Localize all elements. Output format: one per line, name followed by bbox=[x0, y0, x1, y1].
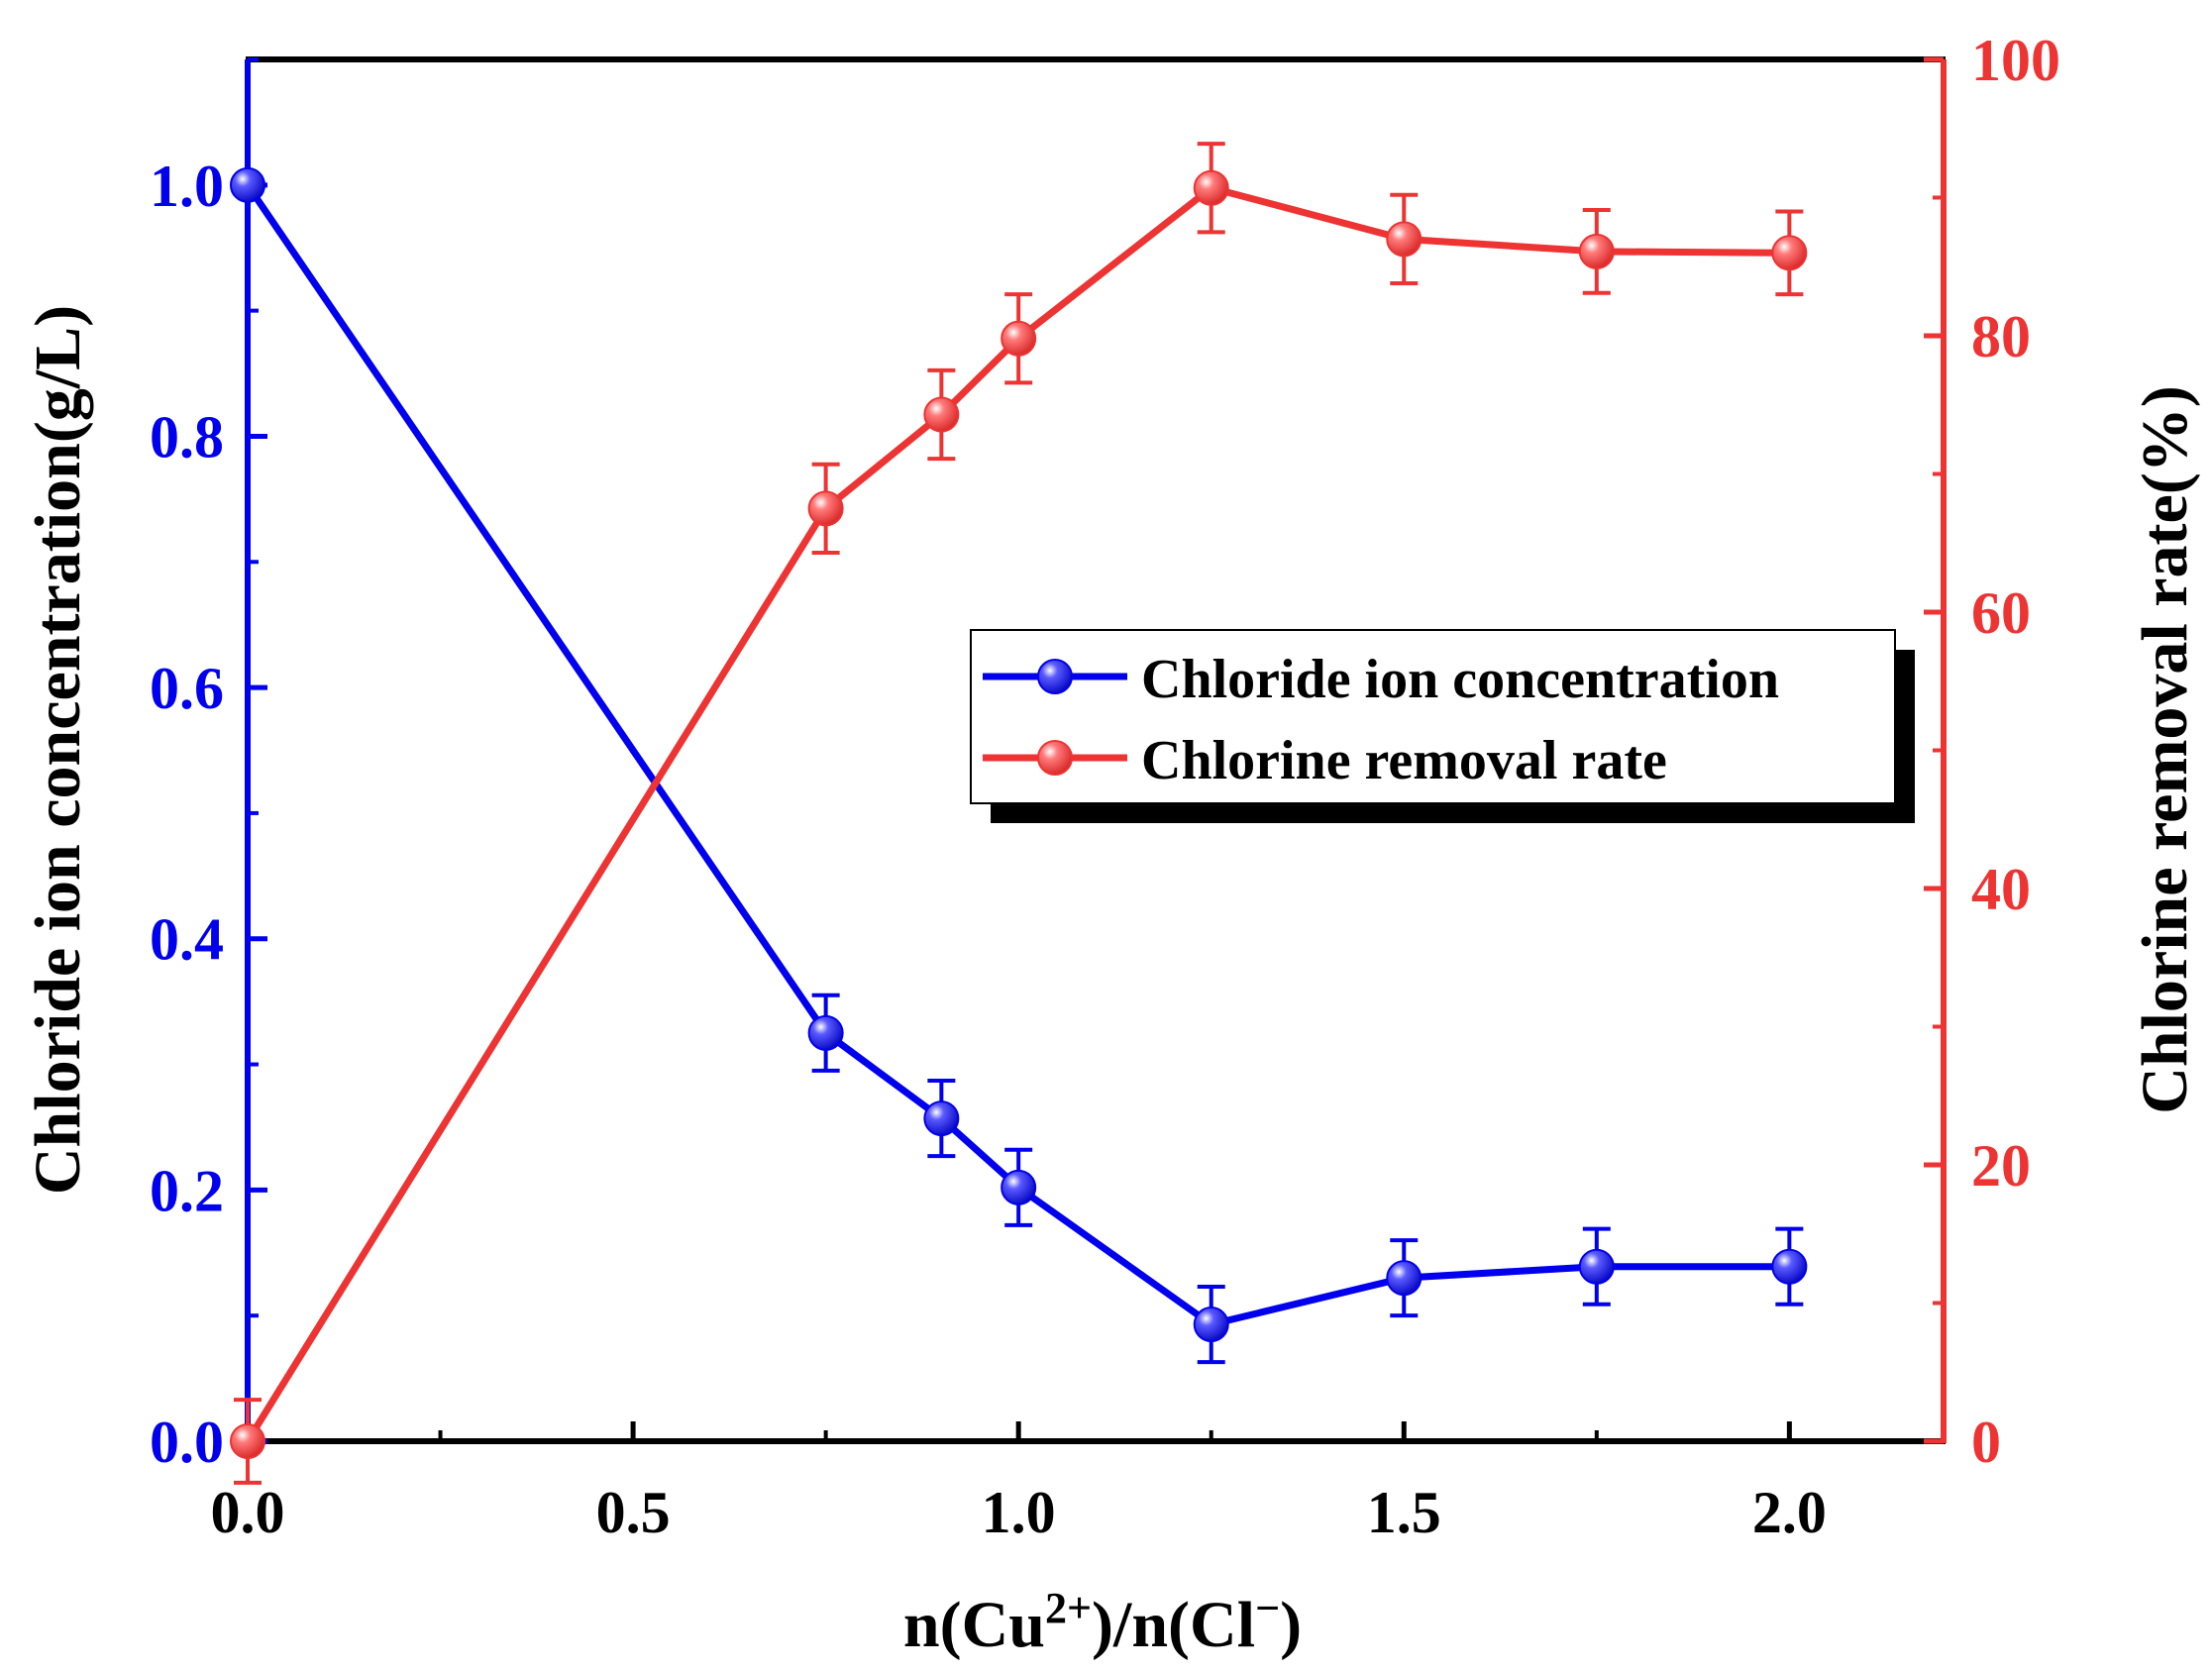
data-point-removal bbox=[923, 396, 960, 433]
data-point-removal bbox=[1193, 169, 1229, 206]
data-point-chloride bbox=[807, 1014, 844, 1051]
left-y-tick-label: 0.0 bbox=[150, 1410, 224, 1475]
data-point-removal bbox=[807, 490, 844, 527]
tick-labels: 0.0 0.5 1.0 1.5 2.0 0.0 0.2 0.4 0.6 0.8 1.0 0 20 40 60… bbox=[150, 28, 2060, 1545]
x-tick-label: 0.5 bbox=[596, 1480, 671, 1545]
series-line-chloride bbox=[245, 182, 1790, 1328]
right-y-axis-title: Chlorine removal rate(%) bbox=[2129, 385, 2201, 1114]
data-point-chloride bbox=[1001, 1169, 1037, 1205]
legend-marker-removal bbox=[1037, 740, 1073, 776]
data-point-removal bbox=[1001, 320, 1037, 357]
legend: Chloride ion concentration Chlorine remo… bbox=[970, 629, 1915, 823]
data-point-removal bbox=[1386, 221, 1422, 258]
svg-text:n(Cu2+)/n(Cl−): n(Cu2+)/n(Cl−) bbox=[903, 1584, 1302, 1662]
data-point-chloride bbox=[230, 166, 265, 203]
data-point-chloride bbox=[1386, 1260, 1422, 1297]
left-y-tick-label: 0.8 bbox=[150, 404, 224, 470]
series-line-removal bbox=[245, 184, 1790, 1443]
data-point-removal bbox=[230, 1423, 265, 1459]
right-y-tick-label: 100 bbox=[1971, 28, 2060, 93]
x-axis-title: n(Cu2+)/n(Cl−) bbox=[903, 1584, 1302, 1662]
data-point-chloride bbox=[1771, 1248, 1808, 1285]
x-tick-label: 2.0 bbox=[1752, 1480, 1827, 1545]
data-point-chloride bbox=[923, 1100, 960, 1137]
x-tick-label: 1.0 bbox=[982, 1480, 1056, 1545]
x-axis-title-sup-a: 2+ bbox=[1045, 1584, 1092, 1632]
data-point-removal bbox=[1578, 233, 1615, 269]
data-point-chloride bbox=[1193, 1307, 1229, 1343]
x-axis-title-part-c: ) bbox=[1280, 1589, 1302, 1661]
right-y-tick-label: 60 bbox=[1971, 580, 2031, 646]
right-y-tick-label: 20 bbox=[1971, 1133, 2031, 1199]
left-y-tick-label: 1.0 bbox=[150, 154, 224, 219]
plot-frame bbox=[245, 56, 1947, 1444]
left-y-axis-title: Chloride ion concentration(g/L) bbox=[22, 305, 94, 1195]
x-axis-title-part-b: )/n(Cl bbox=[1092, 1589, 1255, 1661]
left-y-tick-label: 0.4 bbox=[150, 907, 224, 973]
x-axis-title-part-a: n(Cu bbox=[903, 1589, 1045, 1661]
x-axis-title-sup-b: − bbox=[1255, 1584, 1280, 1632]
legend-marker-chloride bbox=[1037, 659, 1073, 694]
legend-label-chloride: Chloride ion concentration bbox=[1141, 649, 1779, 710]
x-tick-label: 0.0 bbox=[211, 1480, 285, 1545]
right-y-tick-label: 0 bbox=[1971, 1410, 2001, 1475]
data-point-removal bbox=[1771, 235, 1808, 271]
data-point-chloride bbox=[1578, 1248, 1615, 1285]
left-y-tick-label: 0.2 bbox=[150, 1158, 224, 1223]
legend-box bbox=[970, 629, 1896, 804]
right-y-tick-label: 40 bbox=[1971, 857, 2031, 922]
left-y-tick-label: 0.6 bbox=[150, 656, 224, 721]
series-layer bbox=[230, 142, 1808, 1485]
right-y-tick-label: 80 bbox=[1971, 304, 2031, 369]
legend-label-removal: Chlorine removal rate bbox=[1141, 730, 1667, 791]
legend-markers bbox=[983, 659, 1127, 776]
x-tick-label: 1.5 bbox=[1367, 1480, 1441, 1545]
